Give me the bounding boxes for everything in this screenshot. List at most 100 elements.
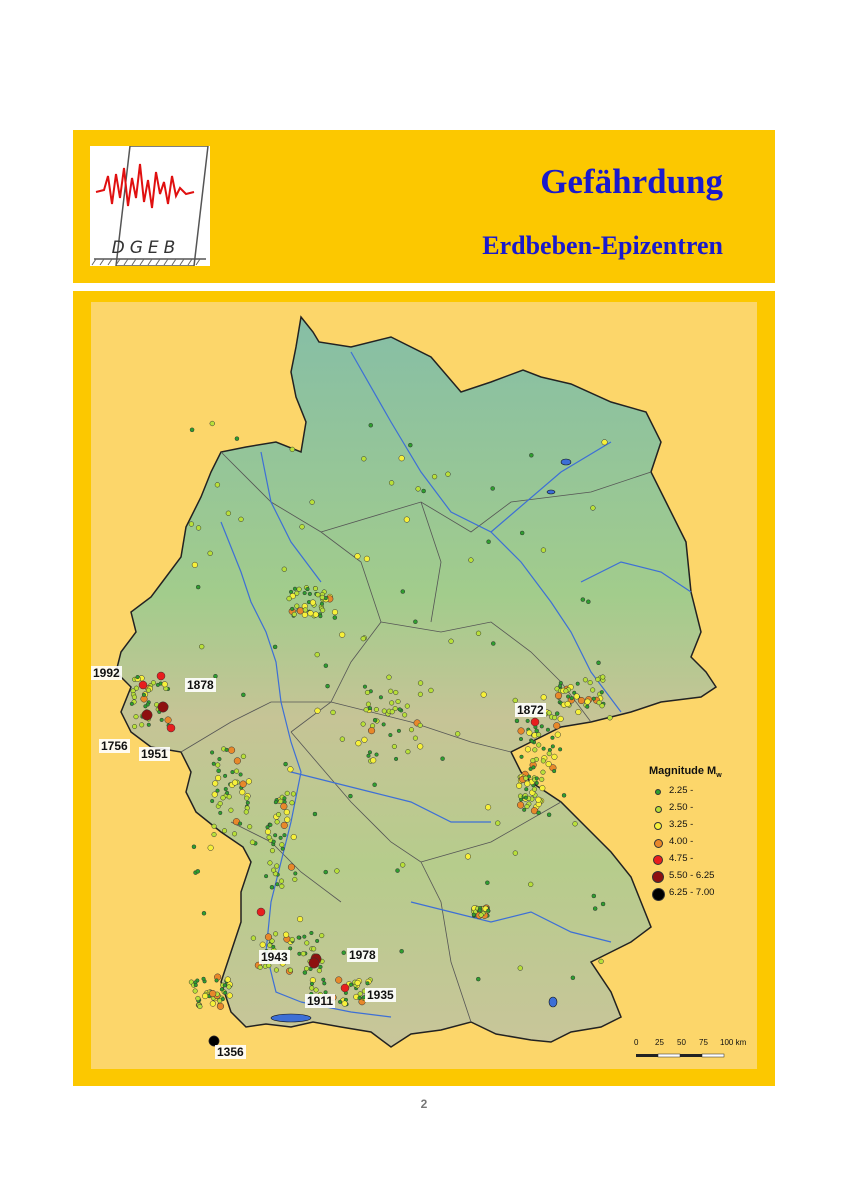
epicenter-dot bbox=[264, 933, 272, 941]
epicenter-dot bbox=[364, 689, 370, 696]
state-borders bbox=[180, 451, 652, 1023]
epicenter-dot bbox=[518, 736, 524, 742]
epicenter-dot bbox=[290, 606, 295, 611]
epicenter-dot bbox=[413, 619, 418, 624]
legend-dot-icon bbox=[655, 789, 661, 796]
epicenter-dot bbox=[309, 930, 314, 936]
epicenter-dot bbox=[211, 761, 216, 766]
epicenter-dot bbox=[231, 779, 239, 786]
epicenter-dot bbox=[455, 731, 461, 737]
epicenter-dot bbox=[319, 933, 325, 939]
epicenter-dot bbox=[318, 964, 323, 969]
epicenter-dot bbox=[280, 846, 285, 851]
epicenter-dot bbox=[267, 860, 273, 866]
epicenter-dot bbox=[575, 681, 580, 686]
epicenter-dot bbox=[534, 776, 539, 781]
epicenter-dot bbox=[399, 949, 404, 954]
epicenter-dot bbox=[245, 778, 252, 785]
epicenter-dot bbox=[264, 828, 272, 835]
epicenter-dot bbox=[269, 938, 275, 944]
epicenter-dot bbox=[305, 587, 310, 592]
legend-item: 6.25 - 7.00 bbox=[649, 885, 751, 902]
epicenter-dot bbox=[129, 701, 134, 706]
epicenter-dot bbox=[212, 780, 219, 787]
epicenter-major bbox=[530, 717, 540, 727]
epicenter-dot bbox=[539, 776, 545, 782]
epicenter-dot bbox=[211, 823, 217, 829]
dgeb-logo: DGEB bbox=[90, 146, 210, 266]
epicenter-dot bbox=[274, 863, 280, 869]
epicenter-dot bbox=[289, 446, 295, 453]
epicenter-dot bbox=[316, 968, 322, 974]
year-label-1951: 1951 bbox=[139, 747, 170, 761]
epicenter-dot bbox=[464, 853, 472, 860]
epicenter-dot bbox=[448, 638, 454, 644]
legend-label: 6.25 - 7.00 bbox=[669, 887, 715, 899]
epicenter-dot bbox=[403, 516, 410, 523]
epicenter-dot bbox=[341, 1000, 348, 1007]
epicenter-dot bbox=[546, 751, 552, 757]
epicenter-dot bbox=[400, 589, 406, 594]
epicenter-dot bbox=[290, 833, 297, 841]
epicenter-major bbox=[138, 680, 148, 690]
epicenter-dot bbox=[234, 768, 240, 774]
legend-dot-icon bbox=[651, 887, 665, 901]
epicenter-dot bbox=[524, 803, 530, 810]
germany-outline bbox=[115, 315, 718, 1048]
epicenter-dot bbox=[279, 842, 285, 848]
year-label-1878: 1878 bbox=[185, 678, 216, 692]
epicenter-dot bbox=[372, 717, 378, 723]
epicenter-dot bbox=[596, 700, 602, 706]
epicenter-dot bbox=[546, 812, 552, 817]
legend-item: 2.25 - bbox=[649, 783, 751, 800]
epicenter-major bbox=[156, 671, 166, 681]
epicenter-dot bbox=[417, 691, 423, 697]
epicenter-dot bbox=[477, 908, 482, 913]
epicenter-dot bbox=[294, 603, 300, 609]
epicenter-dot bbox=[552, 769, 557, 774]
epicenter-dot bbox=[234, 436, 240, 441]
legend-item: 2.50 - bbox=[649, 800, 751, 817]
epicenter-dot bbox=[367, 750, 372, 755]
legend-dot-icon bbox=[653, 838, 663, 848]
epicenter-dot bbox=[402, 712, 408, 718]
logo-text: DGEB bbox=[111, 238, 181, 258]
epicenter-dot bbox=[287, 863, 296, 871]
epicenter-dot bbox=[231, 831, 238, 837]
epicenter-dot bbox=[217, 757, 222, 762]
epicenter-dot bbox=[561, 793, 567, 798]
epicenter-dot bbox=[564, 700, 571, 708]
year-label-1356: 1356 bbox=[215, 1045, 246, 1059]
epicenter-dot bbox=[536, 732, 542, 738]
epicenter-dot bbox=[485, 804, 492, 811]
epicenter-dot bbox=[146, 687, 152, 693]
epicenter-dot bbox=[339, 631, 346, 638]
epicenter-dot bbox=[591, 696, 596, 701]
legend-item: 4.75 - bbox=[649, 851, 751, 868]
epicenter-dot bbox=[287, 766, 294, 773]
epicenter-dot bbox=[318, 614, 323, 619]
epicenter-dot bbox=[292, 876, 298, 882]
epicenter-dot bbox=[238, 821, 243, 826]
epicenter-dot bbox=[373, 706, 379, 713]
epicenter-dot bbox=[284, 816, 291, 823]
epicenter-dot bbox=[223, 773, 228, 778]
epicenter-dot bbox=[563, 688, 569, 694]
legend-dot-icon bbox=[654, 822, 662, 831]
epicenter-dot bbox=[323, 663, 329, 668]
epicenter-dot bbox=[408, 442, 413, 448]
epicenter-dot bbox=[191, 844, 197, 850]
epicenter-dot bbox=[357, 995, 362, 1001]
epicenter-dot bbox=[391, 743, 397, 750]
epicenter-dot bbox=[215, 762, 221, 768]
epicenter-dot bbox=[393, 689, 399, 696]
epicenter-dot bbox=[566, 694, 571, 699]
epicenter-dot bbox=[325, 683, 330, 689]
epicenter-dot bbox=[283, 931, 290, 938]
epicenter-dot bbox=[228, 746, 236, 754]
epicenter-dot bbox=[300, 951, 306, 957]
epicenter-dot bbox=[417, 722, 423, 728]
epicenter-dot bbox=[599, 703, 605, 709]
epicenter-dot bbox=[398, 455, 405, 462]
epicenter-dot bbox=[273, 931, 279, 937]
